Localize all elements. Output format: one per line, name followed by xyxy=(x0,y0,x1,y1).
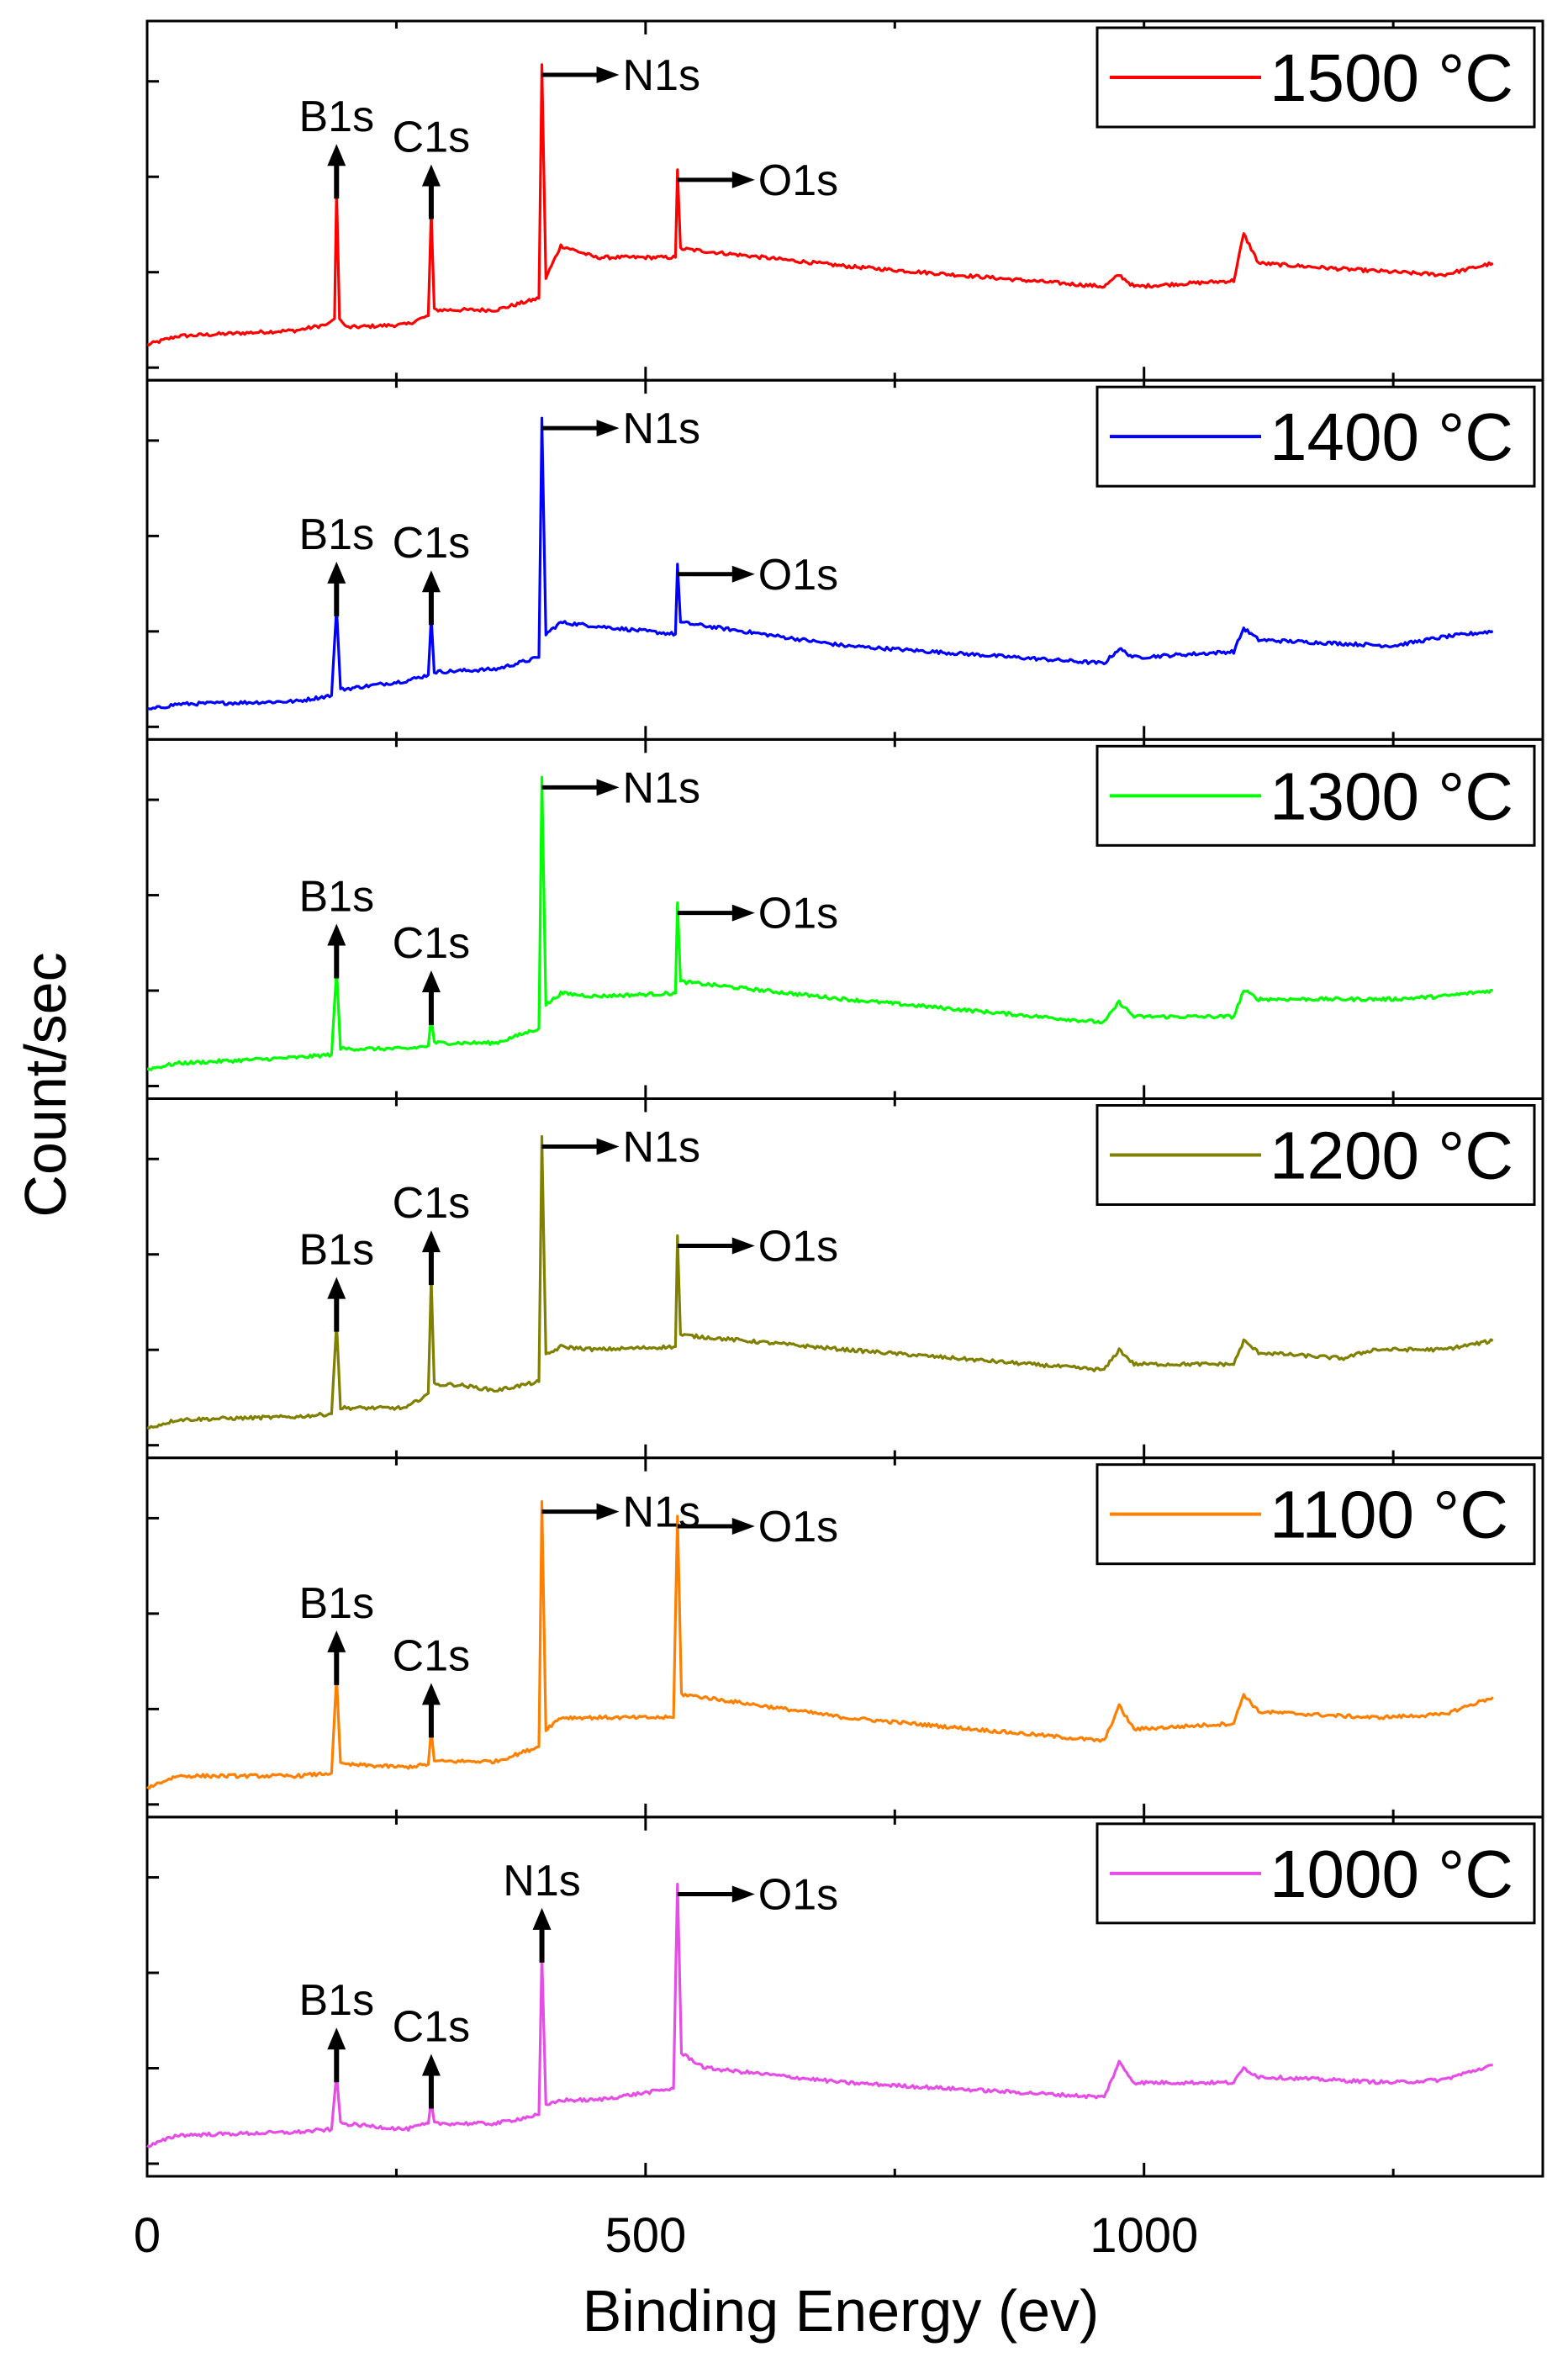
peak-arrow-head xyxy=(327,2027,346,2050)
peak-arrow-head xyxy=(731,1237,755,1255)
peak-arrow-head xyxy=(596,1138,620,1155)
x-tick-label: 500 xyxy=(604,2208,686,2263)
panel-2: B1s C1s N1s O1s 1300 °C xyxy=(145,737,1544,1100)
peak-label-b1s: B1s xyxy=(298,92,374,141)
peak-arrow-head xyxy=(327,923,346,946)
peak-label-o1s: O1s xyxy=(758,1223,838,1271)
panel-1: B1s C1s N1s O1s 1400 °C xyxy=(145,378,1544,741)
peak-arrow-head xyxy=(596,420,620,437)
legend-label: 1300 °C xyxy=(1270,758,1513,833)
legend-label: 1100 °C xyxy=(1270,1477,1508,1552)
peak-arrow-head xyxy=(327,144,346,166)
peak-label-o1s: O1s xyxy=(758,1503,838,1551)
peak-label-o1s: O1s xyxy=(758,551,838,600)
peak-arrow-head xyxy=(731,1885,755,1903)
series-line xyxy=(146,63,1494,346)
peak-arrow-head xyxy=(421,1683,441,1705)
peak-label-n1s: N1s xyxy=(623,1488,700,1537)
peak-label-b1s: B1s xyxy=(298,510,374,559)
series-line xyxy=(146,1883,1493,2149)
peak-arrow-head xyxy=(532,1907,552,1930)
peak-label-n1s: N1s xyxy=(623,404,700,453)
legend-label: 1500 °C xyxy=(1270,40,1513,115)
peak-arrow-head xyxy=(596,779,620,796)
peak-arrow-head xyxy=(421,970,441,993)
peak-label-n1s: N1s xyxy=(623,1123,700,1172)
x-axis-title: Binding Energy (ev) xyxy=(583,2278,1100,2344)
peak-arrow-head xyxy=(731,1517,755,1535)
panel-3: B1s C1s N1s O1s 1200 °C xyxy=(145,1097,1544,1460)
peak-label-c1s: C1s xyxy=(393,519,470,568)
peak-label-o1s: O1s xyxy=(758,1871,838,1920)
peak-label-n1s: N1s xyxy=(623,764,700,812)
peak-label-c1s: C1s xyxy=(393,114,470,162)
peak-label-b1s: B1s xyxy=(298,872,374,921)
peak-arrow-head xyxy=(421,164,441,187)
legend-label: 1200 °C xyxy=(1270,1118,1513,1193)
y-axis-title: Count/sec xyxy=(13,952,78,1217)
series-line xyxy=(146,416,1494,711)
peak-label-c1s: C1s xyxy=(393,1179,470,1228)
peak-arrow-head xyxy=(421,570,441,593)
peak-arrow-head xyxy=(327,561,346,584)
x-tick-label: 0 xyxy=(134,2208,161,2263)
peak-label-n1s: N1s xyxy=(503,1857,580,1906)
peak-label-b1s: B1s xyxy=(298,1976,374,2025)
peak-label-c1s: C1s xyxy=(393,1631,470,1680)
peak-label-o1s: O1s xyxy=(758,156,838,205)
peak-arrow-head xyxy=(731,904,755,922)
peak-label-n1s: N1s xyxy=(623,51,700,100)
panel-4: B1s C1s N1s O1s 1100 °C xyxy=(145,1456,1544,1819)
peak-arrow-head xyxy=(596,1503,620,1520)
peak-arrow-head xyxy=(421,2054,441,2076)
panel-0: B1s C1s N1s O1s 1500 °C xyxy=(145,19,1544,382)
peak-arrow-head xyxy=(731,171,755,188)
series-line xyxy=(146,1500,1494,1790)
peak-arrow-head xyxy=(596,66,620,83)
peak-label-b1s: B1s xyxy=(298,1579,374,1628)
legend-label: 1000 °C xyxy=(1270,1837,1513,1911)
x-axis: 0 500 1000 xyxy=(134,2208,1198,2263)
peak-arrow-head xyxy=(421,1230,441,1253)
peak-arrow-head xyxy=(327,1630,346,1652)
peak-arrow-head xyxy=(327,1276,346,1299)
peak-label-c1s: C1s xyxy=(393,2002,470,2051)
series-line xyxy=(146,775,1493,1071)
panel-5: B1s C1s N1s O1s 1000 °C xyxy=(145,1816,1544,2178)
x-tick-label: 1000 xyxy=(1090,2208,1198,2263)
legend-label: 1400 °C xyxy=(1270,399,1513,474)
peak-arrow-head xyxy=(731,565,755,583)
panel-frame xyxy=(145,1816,1544,2178)
series-line xyxy=(146,1134,1494,1430)
peak-label-c1s: C1s xyxy=(393,919,470,968)
peak-label-b1s: B1s xyxy=(298,1226,374,1275)
peak-label-o1s: O1s xyxy=(758,890,838,938)
